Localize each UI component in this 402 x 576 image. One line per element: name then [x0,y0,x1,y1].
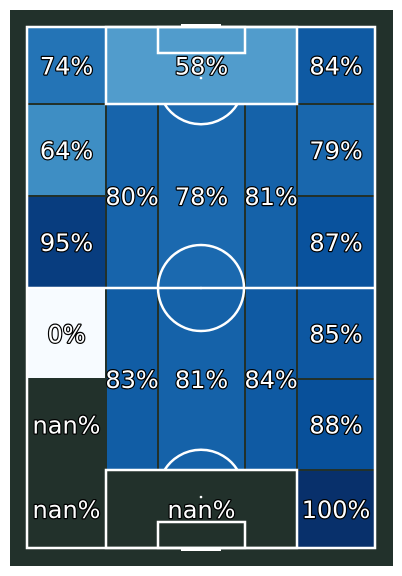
zones-layer [26,26,376,549]
zone-label-8: 95% [40,229,93,257]
zone-label-5: 80% [105,183,158,211]
pitch-lines [25,24,377,551]
zone-label-3: 64% [40,137,93,165]
zone-label-7: 81% [244,183,297,211]
zone-label-4: 79% [309,137,362,165]
zone-cell-17 [26,469,107,549]
zone-cell-14 [244,287,298,471]
zone-label-12: 83% [105,366,158,394]
zone-label-10: 0% [47,321,85,349]
zone-label-13: 81% [175,366,228,394]
bottom-penalty-arc [163,448,239,471]
top-penalty-arc [163,103,239,126]
zone-label-18: nan% [168,496,236,524]
zone-label-6: 78% [175,183,228,211]
zone-label-17: nan% [33,496,101,524]
zone-label-11: 85% [309,321,362,349]
zone-cell-7 [244,103,298,289]
zone-cell-0 [26,26,107,105]
zone-label-2: 84% [309,53,362,81]
zone-cell-2 [296,26,376,105]
top-penalty-spot [199,76,203,80]
center-circle [156,243,246,333]
zone-label-19: 100% [302,496,371,524]
zone-label-16: 88% [309,412,362,440]
zone-label-9: 87% [309,229,362,257]
zone-label-15: nan% [33,412,101,440]
zone-labels: 74% 58% 84% 64% 79% 80% 78% 81% 95% 87% 0% 85% 83% 81… [31,51,371,525]
zone-label-14: 84% [244,366,297,394]
zone-cell-9 [296,195,376,289]
zone-label-1: 58% [175,53,228,81]
zone-cell-16 [296,378,376,471]
center-spot [199,286,203,290]
zone-cell-11 [296,287,376,380]
zone-label-0: 74% [40,53,93,81]
bottom-penalty-spot [199,495,203,499]
